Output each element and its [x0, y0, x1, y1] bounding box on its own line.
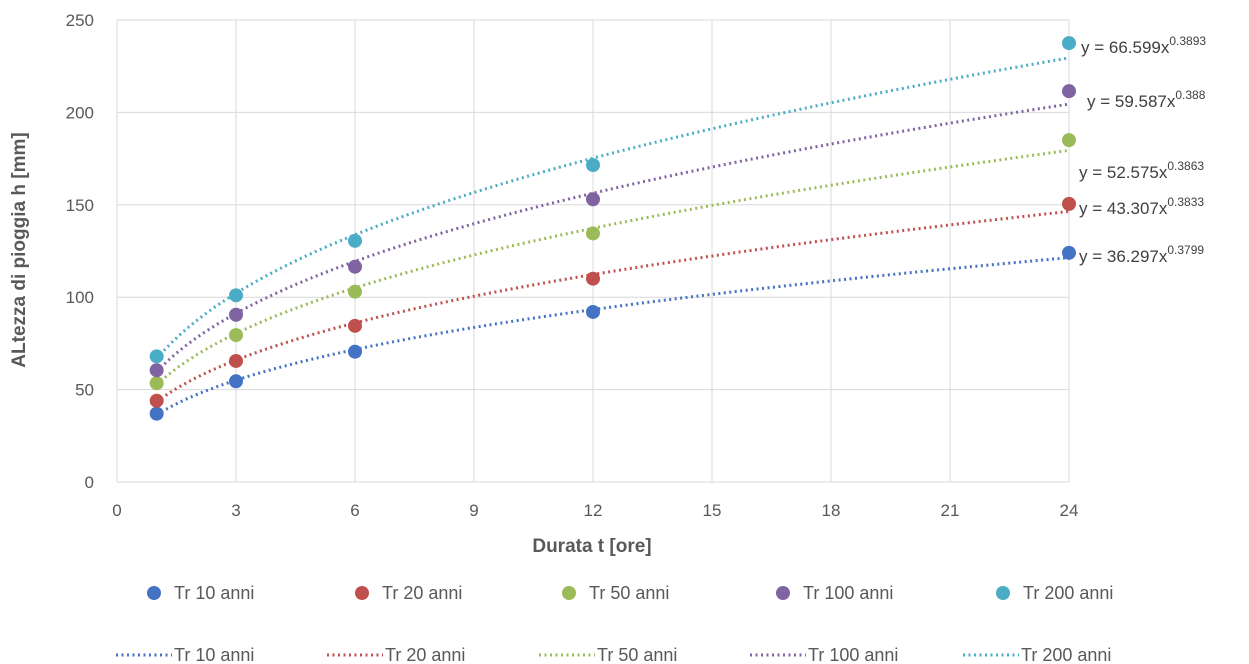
trendline [155, 209, 1070, 404]
data-point [149, 393, 164, 408]
data-point [229, 353, 243, 368]
legend-label: Tr 10 anni [174, 583, 254, 603]
data-point [348, 259, 362, 274]
data-point [149, 406, 164, 421]
legend-trend-label: Tr 200 anni [1021, 645, 1111, 664]
data-point [1062, 84, 1076, 99]
data-point [1062, 196, 1076, 211]
data-point [229, 374, 243, 389]
gridlines [116, 19, 1070, 483]
legend-trend-label: Tr 100 anni [808, 645, 898, 664]
data-point [586, 226, 600, 241]
trend-equation: y = 43.307x0.3833 [1079, 195, 1204, 218]
data-point [229, 288, 243, 303]
legend-marker [996, 586, 1010, 600]
y-tick-label: 200 [66, 103, 94, 122]
x-tick-label: 3 [231, 501, 240, 520]
data-point [586, 192, 600, 207]
x-tick-labels: 0 3 6 9 12 15 18 21 24 [112, 501, 1078, 520]
data-point [1062, 245, 1076, 260]
legend-label: Tr 20 anni [382, 583, 462, 603]
x-tick-label: 12 [584, 501, 603, 520]
data-point [586, 304, 600, 319]
data-point [1062, 36, 1076, 51]
data-point [348, 344, 362, 359]
x-tick-label: 0 [112, 501, 121, 520]
trendline [155, 148, 1070, 386]
trendline [155, 256, 1070, 417]
legend-label: Tr 200 anni [1023, 583, 1113, 603]
legend-label: Tr 50 anni [589, 583, 669, 603]
data-point [149, 363, 164, 378]
y-tick-label: 0 [85, 473, 94, 492]
legend-trend-label: Tr 20 anni [385, 645, 465, 664]
legend-marker [147, 586, 161, 600]
data-point [348, 318, 362, 333]
trend-equation: y = 36.297x0.3799 [1079, 243, 1204, 266]
y-tick-label: 100 [66, 288, 94, 307]
data-point [1062, 133, 1076, 148]
legend-label: Tr 100 anni [803, 583, 893, 603]
x-tick-label: 21 [941, 501, 960, 520]
trendline [155, 102, 1070, 373]
x-tick-label: 6 [350, 501, 359, 520]
legend-marker [562, 586, 576, 600]
y-tick-label: 250 [66, 11, 94, 30]
legend-marker [776, 586, 790, 600]
data-point [149, 349, 164, 364]
y-tick-label: 50 [75, 381, 94, 400]
data-point [586, 271, 600, 286]
x-tick-label: 24 [1060, 501, 1079, 520]
data-point [586, 158, 600, 173]
data-point [348, 284, 362, 299]
data-point [149, 376, 164, 391]
legend-trend-label: Tr 10 anni [174, 645, 254, 664]
trendlines [155, 56, 1070, 417]
x-tick-label: 15 [703, 501, 722, 520]
y-tick-labels: 0 50 100 150 200 250 [66, 11, 94, 492]
x-tick-label: 18 [822, 501, 841, 520]
trend-equation: y = 59.587x0.388 [1087, 88, 1206, 111]
data-points [149, 36, 1076, 421]
y-axis-title: ALtezza di pioggia h [mm] [9, 132, 30, 367]
y-tick-label: 150 [66, 196, 94, 215]
legend: Tr 10 anni Tr 20 anni Tr 50 anni Tr 100 ann… [116, 583, 1113, 664]
legend-trend-label: Tr 50 anni [597, 645, 677, 664]
trend-equation: y = 66.599x0.3893 [1081, 34, 1206, 57]
data-point [348, 233, 362, 248]
data-point [229, 307, 243, 322]
trend-equations: y = 36.297x0.3799 y = 43.307x0.3833 y = 52… [1079, 34, 1206, 266]
trendline [155, 56, 1070, 360]
x-tick-label: 9 [469, 501, 478, 520]
legend-marker [355, 586, 369, 600]
x-axis-title: Durata t [ore] [532, 536, 651, 557]
data-point [229, 328, 243, 343]
trend-equation: y = 52.575x0.3863 [1079, 159, 1204, 182]
